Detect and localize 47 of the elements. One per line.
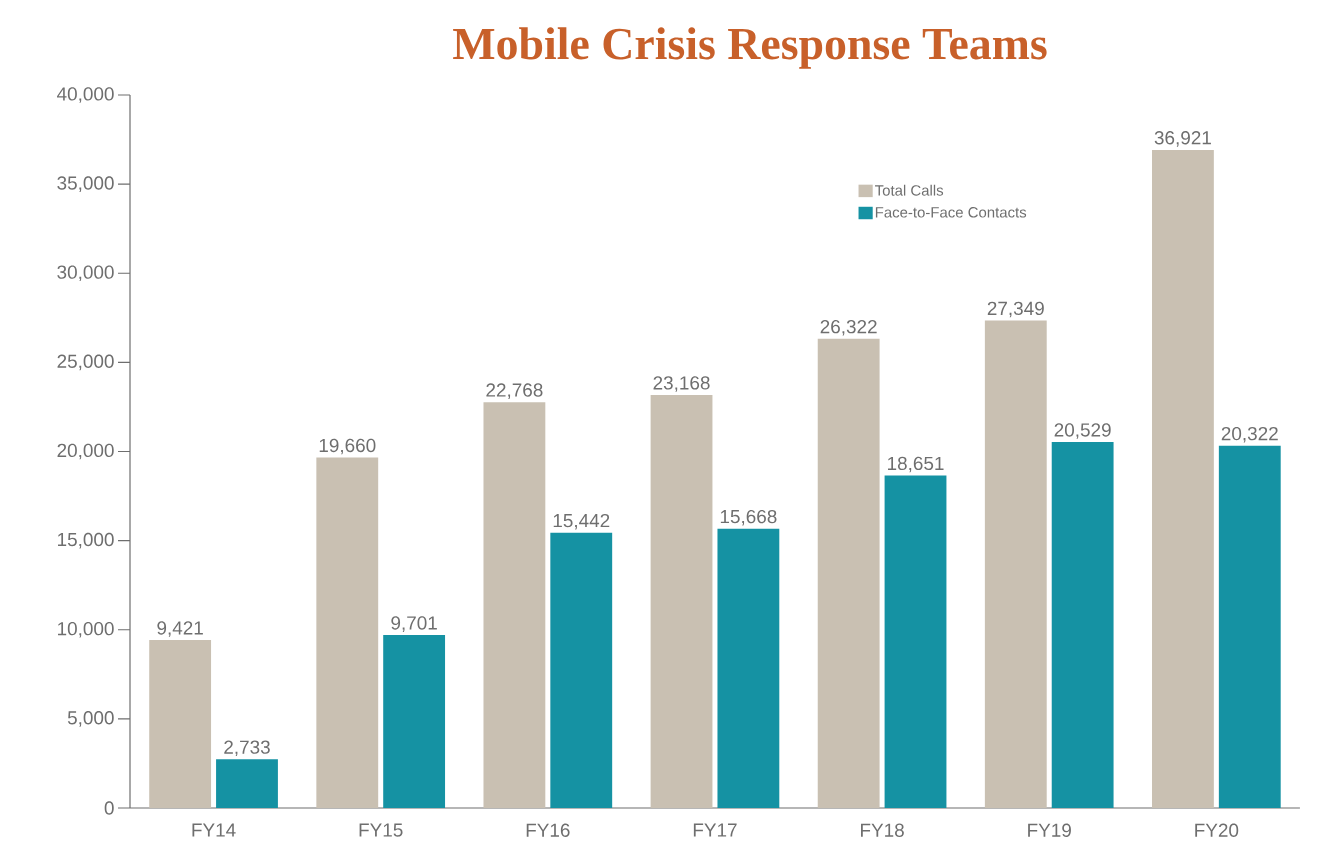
data-label: 2,733 xyxy=(224,740,270,757)
bar xyxy=(1218,445,1281,808)
bar xyxy=(149,640,212,808)
y-tick-label: 25,000 xyxy=(57,354,114,371)
data-label: 15,668 xyxy=(720,509,777,526)
data-label: 9,701 xyxy=(391,616,437,632)
data-label: 36,921 xyxy=(1154,131,1211,147)
y-tick-label: 15,000 xyxy=(58,532,114,549)
y-tick-label: 40,000 xyxy=(57,87,114,103)
data-label: 23,168 xyxy=(653,376,710,392)
bar xyxy=(1152,149,1214,808)
bar xyxy=(984,320,1047,808)
bar xyxy=(884,475,947,808)
x-tick-label: FY14 xyxy=(192,823,236,837)
legend-label: Face-to-Face Contacts xyxy=(875,207,1027,218)
data-label: 19,660 xyxy=(319,438,376,455)
bar xyxy=(383,635,446,808)
x-tick-label: FY17 xyxy=(693,823,737,837)
data-label: 20,322 xyxy=(1221,426,1278,443)
bar xyxy=(483,402,546,808)
y-tick-label: 10,000 xyxy=(58,621,114,638)
y-tick-label: 0 xyxy=(104,801,114,815)
y-tick-label: 35,000 xyxy=(57,176,114,192)
legend-label: Total Calls xyxy=(875,184,944,196)
bar xyxy=(216,759,278,808)
data-label: 26,322 xyxy=(820,319,877,336)
data-label: 20,529 xyxy=(1054,423,1111,439)
data-label: 9,421 xyxy=(157,621,203,637)
x-tick-label: FY20 xyxy=(1195,823,1239,837)
bar xyxy=(1051,442,1114,808)
chart-title: Mobile Crisis Response Teams xyxy=(453,27,1047,69)
data-label: 18,651 xyxy=(888,456,944,473)
x-tick-label: FY15 xyxy=(359,823,403,837)
bar xyxy=(550,532,613,808)
bar xyxy=(316,457,379,808)
bar xyxy=(717,528,780,808)
y-tick-label: 30,000 xyxy=(57,265,114,282)
data-label: 27,349 xyxy=(987,301,1044,318)
bar xyxy=(650,395,713,808)
y-tick-label: 20,000 xyxy=(57,443,114,460)
y-tick-label: 5,000 xyxy=(67,711,114,727)
x-tick-label: FY18 xyxy=(861,823,904,837)
x-tick-label: FY19 xyxy=(1028,823,1071,837)
x-tick-label: FY16 xyxy=(526,823,570,837)
data-label: 22,768 xyxy=(486,383,543,399)
bar xyxy=(817,338,880,808)
data-label: 15,442 xyxy=(553,513,610,530)
